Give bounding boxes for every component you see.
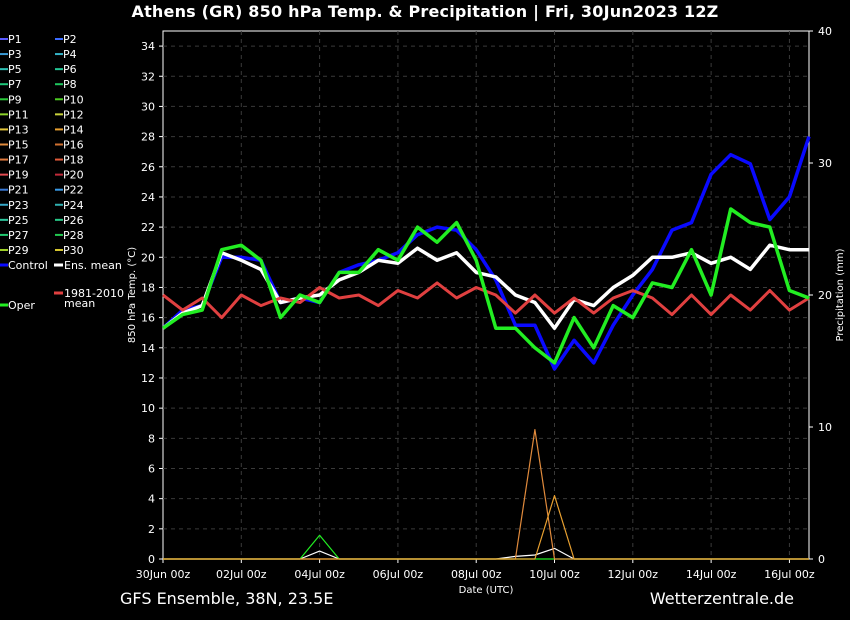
model-location-label: GFS Ensemble, 38N, 23.5E: [120, 589, 334, 608]
legend-label: P24: [63, 199, 84, 212]
precip-line-ens-mean: [163, 547, 809, 560]
y-tick-label-right: 0: [818, 553, 825, 566]
y-tick-label-right: 10: [818, 421, 832, 434]
y-tick-label-left: 28: [141, 131, 155, 144]
y-tick-label-left: 24: [141, 191, 155, 204]
y-tick-label-left: 20: [141, 251, 155, 264]
legend-label: P30: [63, 244, 84, 257]
legend-label: P17: [8, 154, 29, 167]
x-tick-label: 14Jul 00z: [686, 568, 737, 581]
source-label: Wetterzentrale.de: [649, 589, 794, 608]
legend-label: P25: [8, 214, 29, 227]
legend-label-climate-mean-cont: mean: [64, 297, 95, 310]
legend-label: P18: [63, 154, 84, 167]
y-tick-label-left: 18: [141, 281, 155, 294]
y-tick-label-right: 30: [818, 157, 832, 170]
legend-label: P12: [63, 108, 84, 121]
legend-label: P3: [8, 48, 22, 61]
chart-title: Athens (GR) 850 hPa Temp. & Precipitatio…: [131, 2, 719, 21]
legend-label: P19: [8, 169, 29, 182]
y-tick-label-left: 22: [141, 221, 155, 234]
y-tick-label-right: 20: [818, 289, 832, 302]
y-tick-label-left: 0: [148, 553, 155, 566]
legend-label: P7: [8, 78, 22, 91]
y-tick-label-left: 32: [141, 70, 155, 83]
legend-label: P27: [8, 229, 29, 242]
y-tick-label-left: 8: [148, 432, 155, 445]
legend-label: P29: [8, 244, 29, 257]
legend-label: P16: [63, 138, 84, 151]
y-tick-label-left: 14: [141, 342, 155, 355]
y-axis-label-left: 850 hPa Temp. (°C): [127, 247, 138, 343]
x-tick-label: 08Jul 00z: [451, 568, 502, 581]
legend-label-ens-mean: Ens. mean: [64, 259, 122, 272]
legend-label: P22: [63, 184, 84, 197]
y-tick-label-left: 16: [141, 312, 155, 325]
y-tick-label-left: 10: [141, 402, 155, 415]
legend-label: P8: [63, 78, 77, 91]
y-tick-label-right: 40: [818, 25, 832, 38]
legend-label: P13: [8, 123, 29, 136]
legend-label: P23: [8, 199, 29, 212]
legend-label: P14: [63, 123, 84, 136]
legend-label: P21: [8, 184, 29, 197]
y-tick-label-left: 26: [141, 161, 155, 174]
legend-label: P28: [63, 229, 84, 242]
legend-label-control: Control: [8, 259, 48, 272]
series-line-oper: [162, 207, 810, 365]
x-tick-label: 16Jul 00z: [764, 568, 815, 581]
x-tick-label: 12Jul 00z: [608, 568, 659, 581]
legend-label: P15: [8, 138, 29, 151]
legend-label-climate-mean: 1981-2010: [64, 287, 124, 300]
precip-line-p14: [163, 495, 809, 560]
x-tick-label: 06Jul 00z: [373, 568, 424, 581]
x-tick-label: 02Jul 00z: [216, 568, 267, 581]
legend-label: P11: [8, 108, 29, 121]
y-tick-label-left: 2: [148, 523, 155, 536]
y-tick-label-left: 30: [141, 100, 155, 113]
series-line-control: [161, 136, 811, 371]
x-tick-label: 04Jul 00z: [294, 568, 345, 581]
y-tick-label-left: 6: [148, 462, 155, 475]
legend-label: P26: [63, 214, 84, 227]
y-tick-label-left: 34: [141, 40, 155, 53]
legend-label-oper: Oper: [8, 299, 35, 312]
x-tick-label: 10Jul 00z: [529, 568, 580, 581]
y-axis-label-right: Precipitation (mm): [835, 248, 846, 341]
y-tick-label-left: 4: [148, 493, 155, 506]
legend-label: P20: [63, 169, 84, 182]
legend-label: P6: [63, 63, 77, 76]
legend-label: P4: [63, 48, 77, 61]
legend-label: P1: [8, 33, 22, 46]
legend-label: P9: [8, 93, 22, 106]
y-tick-label-left: 12: [141, 372, 155, 385]
legend-label: P2: [63, 33, 77, 46]
legend-label: P10: [63, 93, 84, 106]
x-tick-label: 30Jun 00z: [136, 568, 191, 581]
legend-label: P5: [8, 63, 22, 76]
x-axis-label: Date (UTC): [459, 585, 514, 596]
